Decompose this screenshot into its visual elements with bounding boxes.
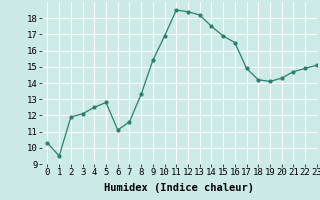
X-axis label: Humidex (Indice chaleur): Humidex (Indice chaleur) — [104, 183, 254, 193]
